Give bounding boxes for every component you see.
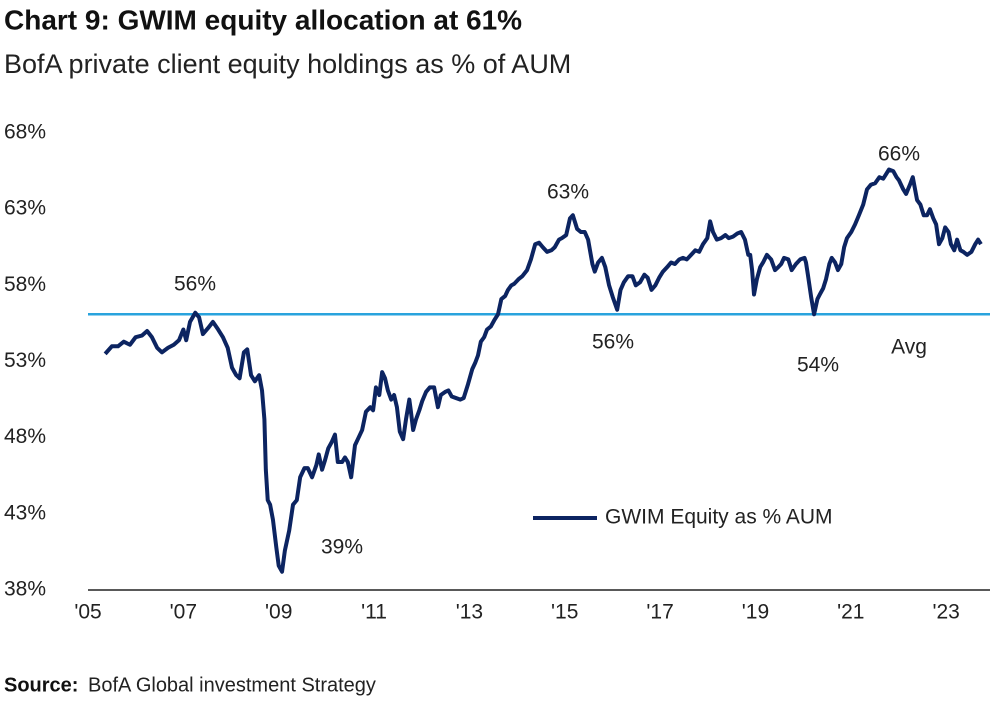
chart-title: Chart 9: GWIM equity allocation at 61% bbox=[4, 4, 522, 35]
x-tick-label: '21 bbox=[837, 601, 864, 624]
x-tick-label: '05 bbox=[74, 601, 101, 624]
x-tick-label: '15 bbox=[551, 601, 578, 624]
x-tick-label: '07 bbox=[170, 601, 197, 624]
source-label: Source: bbox=[4, 674, 78, 696]
y-tick-label: 53% bbox=[4, 349, 46, 372]
annotation: 56% bbox=[174, 273, 216, 296]
y-tick-label: 68% bbox=[4, 121, 46, 144]
annotation: Avg bbox=[891, 336, 927, 359]
x-tick-label: '17 bbox=[646, 601, 673, 624]
y-tick-label: 43% bbox=[4, 501, 46, 524]
chart-subtitle: BofA private client equity holdings as %… bbox=[4, 49, 571, 79]
annotation: 56% bbox=[592, 331, 634, 354]
legend-label: GWIM Equity as % AUM bbox=[605, 506, 833, 529]
y-tick-label: 58% bbox=[4, 273, 46, 296]
source-text: BofA Global investment Strategy bbox=[88, 674, 376, 696]
x-tick-label: '09 bbox=[265, 601, 292, 624]
annotation: 63% bbox=[547, 181, 589, 204]
y-tick-label: 48% bbox=[4, 425, 46, 448]
y-tick-label: 63% bbox=[4, 197, 46, 220]
x-tick-label: '13 bbox=[456, 601, 483, 624]
x-tick-label: '19 bbox=[742, 601, 769, 624]
annotation: 39% bbox=[321, 536, 363, 559]
y-tick-label: 38% bbox=[4, 578, 46, 601]
x-tick-label: '23 bbox=[932, 601, 959, 624]
annotation: 66% bbox=[878, 143, 920, 166]
series-line bbox=[103, 167, 983, 574]
annotation: 54% bbox=[797, 354, 839, 377]
x-tick-label: '11 bbox=[361, 601, 387, 624]
